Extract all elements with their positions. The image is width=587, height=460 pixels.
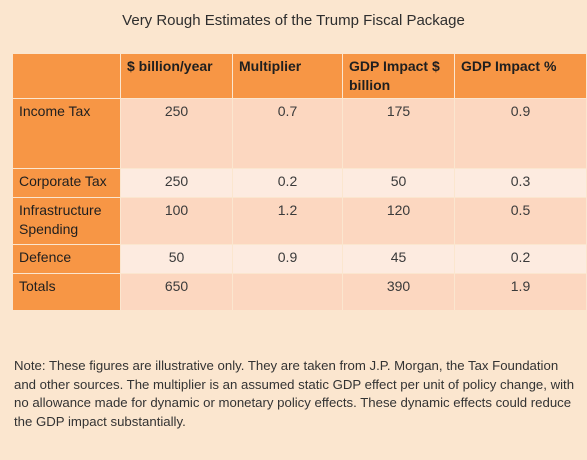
header-cell-corner — [12, 53, 121, 99]
header-cell-gdp-pct: GDP Impact % — [454, 53, 587, 99]
header-cell-multiplier: Multiplier — [232, 53, 343, 99]
cell-gdp-pct: 0.3 — [454, 168, 587, 198]
cell-gdp-billion: 45 — [342, 244, 455, 274]
cell-multiplier: 0.9 — [232, 244, 343, 274]
cell-gdp-pct: 0.2 — [454, 244, 587, 274]
fiscal-table: $ billion/year Multiplier GDP Impact $ b… — [12, 53, 587, 311]
cell-billion: 250 — [120, 98, 233, 169]
table-row: Infrastructure Spending 100 1.2 120 0.5 — [12, 197, 587, 245]
row-label: Income Tax — [12, 98, 121, 169]
table-row: Defence 50 0.9 45 0.2 — [12, 244, 587, 274]
cell-gdp-pct: 0.5 — [454, 197, 587, 245]
cell-gdp-billion: 175 — [342, 98, 455, 169]
cell-gdp-billion: 390 — [342, 273, 455, 311]
cell-multiplier — [232, 273, 343, 311]
footnote: Note: These figures are illustrative onl… — [14, 358, 575, 429]
cell-billion: 100 — [120, 197, 233, 245]
row-label: Infrastructure Spending — [12, 197, 121, 245]
row-label: Defence — [12, 244, 121, 274]
cell-multiplier: 0.2 — [232, 168, 343, 198]
cell-billion: 250 — [120, 168, 233, 198]
cell-gdp-pct: 0.9 — [454, 98, 587, 169]
table-row-totals: Totals 650 390 1.9 — [12, 273, 587, 311]
page-title: Very Rough Estimates of the Trump Fiscal… — [122, 12, 465, 29]
table-row: Corporate Tax 250 0.2 50 0.3 — [12, 168, 587, 198]
cell-multiplier: 0.7 — [232, 98, 343, 169]
table-header-row: $ billion/year Multiplier GDP Impact $ b… — [12, 53, 587, 99]
table-row: Income Tax 250 0.7 175 0.9 — [12, 98, 587, 169]
cell-billion: 650 — [120, 273, 233, 311]
cell-billion: 50 — [120, 244, 233, 274]
cell-multiplier: 1.2 — [232, 197, 343, 245]
header-cell-gdp-billion: GDP Impact $ billion — [342, 53, 455, 99]
row-label: Corporate Tax — [12, 168, 121, 198]
cell-gdp-pct: 1.9 — [454, 273, 587, 311]
cell-gdp-billion: 50 — [342, 168, 455, 198]
row-label: Totals — [12, 273, 121, 311]
header-cell-billion: $ billion/year — [120, 53, 233, 99]
cell-gdp-billion: 120 — [342, 197, 455, 245]
